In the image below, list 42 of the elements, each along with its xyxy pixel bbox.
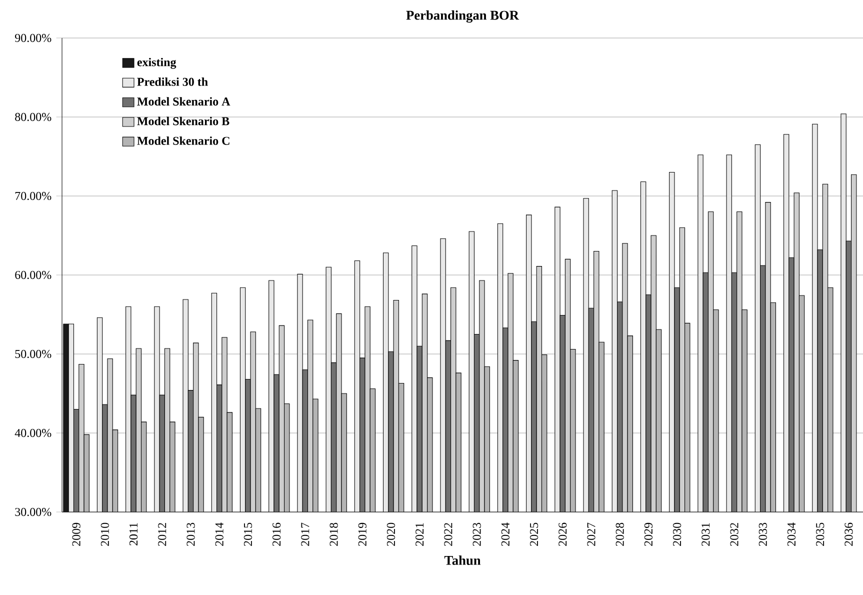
x-tick-label: 2011: [129, 523, 138, 546]
x-tick-label: 2020: [386, 522, 396, 546]
x-tick-label: 2015: [244, 522, 252, 546]
x-tick-label: 2016: [272, 522, 281, 546]
y-tick-label: 40.00%: [14, 428, 52, 438]
x-tick-label: 2028: [616, 522, 624, 546]
y-tick-label: 60.00%: [15, 270, 52, 280]
x-axis-title: Tahun: [444, 556, 481, 565]
x-tick-label: 2033: [758, 522, 767, 546]
x-tick-label: 2019: [358, 522, 366, 546]
x-tick-label: 2029: [644, 522, 653, 546]
y-tick-label: 90.00%: [14, 34, 52, 42]
legend-label: Model Skenario B: [137, 116, 230, 126]
legend-label: Prediksi 30 th: [137, 77, 208, 86]
y-tick-label: 70.00%: [15, 192, 52, 200]
x-tick-label: 2010: [100, 522, 109, 546]
x-tick-label: 2031: [702, 523, 710, 546]
y-tick-label: 50.00%: [15, 350, 52, 358]
x-tick-label: 2017: [301, 522, 310, 546]
x-tick-label: 2036: [844, 522, 853, 546]
x-tick-label: 2024: [501, 522, 510, 546]
x-tick-label: 2034: [787, 522, 796, 546]
legend-label: Model Skenario C: [137, 136, 230, 145]
legend-label: Model Skenario A: [137, 97, 230, 106]
x-tick-label: 2030: [673, 522, 682, 546]
x-tick-label: 2027: [587, 522, 596, 546]
x-tick-label: 2032: [730, 523, 738, 546]
x-tick-label: 2014: [215, 522, 224, 546]
x-tick-label: 2013: [186, 522, 195, 546]
x-tick-label: 2035: [816, 522, 824, 546]
x-tick-label: 2022: [444, 523, 452, 546]
x-tick-label: 2012: [158, 523, 166, 546]
chart-title: Perbandingan BOR: [406, 10, 520, 23]
x-tick-label: 2009: [72, 522, 80, 546]
y-tick-label: 30.00%: [15, 508, 52, 516]
x-tick-label: 2021: [416, 523, 424, 546]
x-tick-label: 2023: [472, 522, 481, 546]
x-tick-label: 2025: [530, 522, 538, 546]
legend-label: existing: [137, 58, 176, 69]
x-tick-label: 2026: [558, 522, 567, 546]
y-tick-label: 80.00%: [15, 112, 52, 122]
x-tick-label: 2018: [330, 522, 338, 546]
